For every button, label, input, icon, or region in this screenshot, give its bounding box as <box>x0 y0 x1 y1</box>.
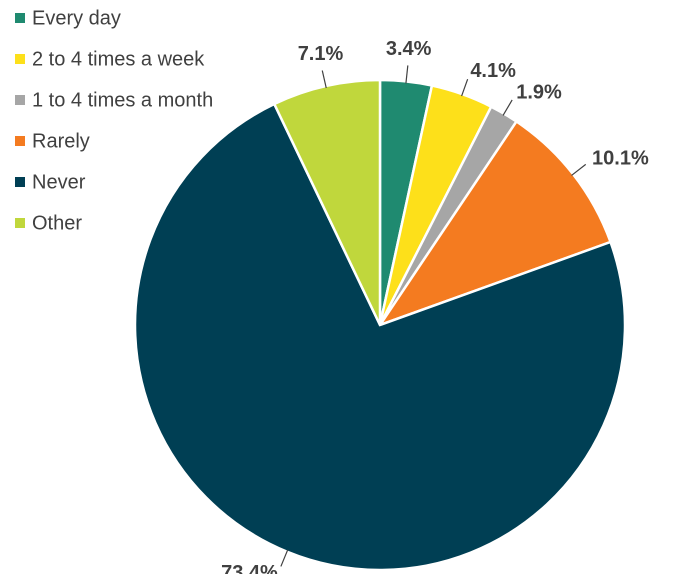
leader-line <box>502 99 513 116</box>
data-label: 1.9% <box>516 81 562 103</box>
leader-line <box>461 78 469 97</box>
legend-label: Never <box>32 171 86 193</box>
legend-label: Every day <box>32 7 121 29</box>
legend-swatch <box>15 218 25 228</box>
leader-line <box>321 70 327 89</box>
legend-label: Rarely <box>32 130 90 152</box>
legend-swatch <box>15 13 25 23</box>
legend-swatch <box>15 95 25 105</box>
legend-swatch <box>15 54 25 64</box>
leader-line <box>280 549 289 567</box>
legend-swatch <box>15 177 25 187</box>
legend-label: 2 to 4 times a week <box>32 48 205 70</box>
data-label: 7.1% <box>298 43 344 65</box>
leader-line <box>571 163 587 176</box>
legend-label: Other <box>32 212 82 234</box>
data-label: 10.1% <box>592 148 649 170</box>
data-label: 3.4% <box>386 38 432 60</box>
legend-swatch <box>15 136 25 146</box>
data-label: 73.4% <box>221 562 278 574</box>
leader-line <box>405 65 409 84</box>
legend-label: 1 to 4 times a month <box>32 89 213 111</box>
data-label: 4.1% <box>470 60 516 82</box>
